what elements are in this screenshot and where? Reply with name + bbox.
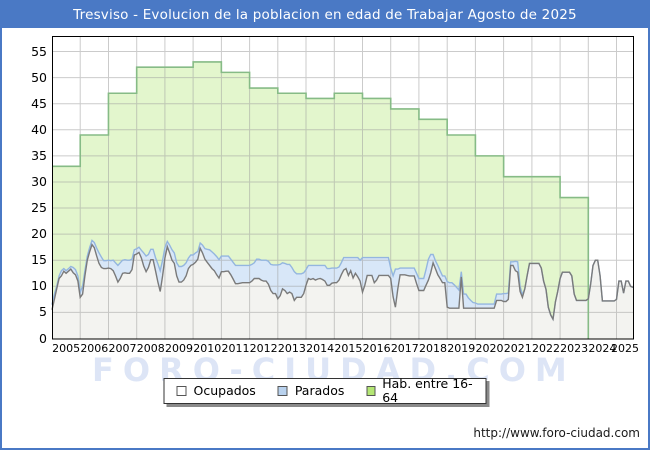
x-tick-label: 2017	[390, 342, 419, 355]
x-tick-label: 2023	[560, 342, 589, 355]
y-tick-label: 0	[39, 330, 47, 346]
x-tick-label: 2007	[108, 342, 137, 355]
x-tick-label: 2006	[80, 342, 109, 355]
x-tick-label: 2020	[475, 342, 504, 355]
x-tick-label: 2019	[447, 342, 476, 355]
x-tick-label: 2005	[52, 342, 81, 355]
x-tick-label: 2024	[588, 342, 617, 355]
legend-item: Parados	[277, 383, 345, 398]
y-tick-label: 30	[31, 173, 47, 189]
plot-border	[52, 36, 634, 340]
footer-url: http://www.foro-ciudad.com	[473, 426, 640, 440]
x-tick-label: 2008	[136, 342, 165, 355]
chart-title: Tresviso - Evolucion de la poblacion en …	[73, 7, 577, 23]
legend-label: Hab. entre 16-64	[382, 376, 473, 405]
y-tick-label: 45	[31, 95, 47, 111]
ocupados-line	[51, 243, 634, 322]
y-tick-label: 35	[31, 147, 47, 163]
title-bar: Tresviso - Evolucion de la poblacion en …	[2, 2, 648, 28]
x-tick-label: 2012	[249, 342, 278, 355]
legend-swatch-icon	[366, 386, 376, 396]
x-tick-label: 2009	[165, 342, 193, 355]
x-tick-label: 2011	[221, 342, 250, 355]
legend-label: Parados	[294, 383, 345, 398]
ocupados-area	[52, 244, 633, 339]
x-tick-label: 2022	[531, 342, 560, 355]
x-tick-label: 2025	[611, 342, 639, 355]
x-tick-label: 2010	[193, 342, 222, 355]
y-tick-label: 25	[31, 200, 47, 216]
x-tick-label: 2013	[277, 342, 306, 355]
legend-box: Ocupados Parados Hab. entre 16-64	[163, 377, 487, 405]
y-tick-label: 5	[39, 304, 47, 320]
y-tick-label: 55	[31, 43, 47, 59]
y-tick-label: 50	[31, 69, 47, 85]
x-tick-label: 2018	[419, 342, 448, 355]
legend-swatch-icon	[176, 386, 187, 396]
x-tick-label: 2015	[334, 342, 363, 355]
hab-16-64-line	[52, 61, 590, 339]
x-tick-label: 2016	[362, 342, 391, 355]
y-tick-label: 40	[31, 121, 47, 137]
legend-item: Hab. entre 16-64	[366, 377, 473, 405]
legend-swatch-icon	[277, 386, 288, 396]
y-tick-label: 10	[31, 278, 47, 294]
x-tick-label: 2014	[306, 342, 335, 355]
x-tick-label: 2021	[503, 342, 532, 355]
legend-label: Ocupados	[193, 383, 256, 398]
legend-item: Ocupados	[176, 383, 256, 398]
y-tick-label: 20	[31, 226, 47, 242]
y-tick-label: 15	[31, 252, 47, 268]
